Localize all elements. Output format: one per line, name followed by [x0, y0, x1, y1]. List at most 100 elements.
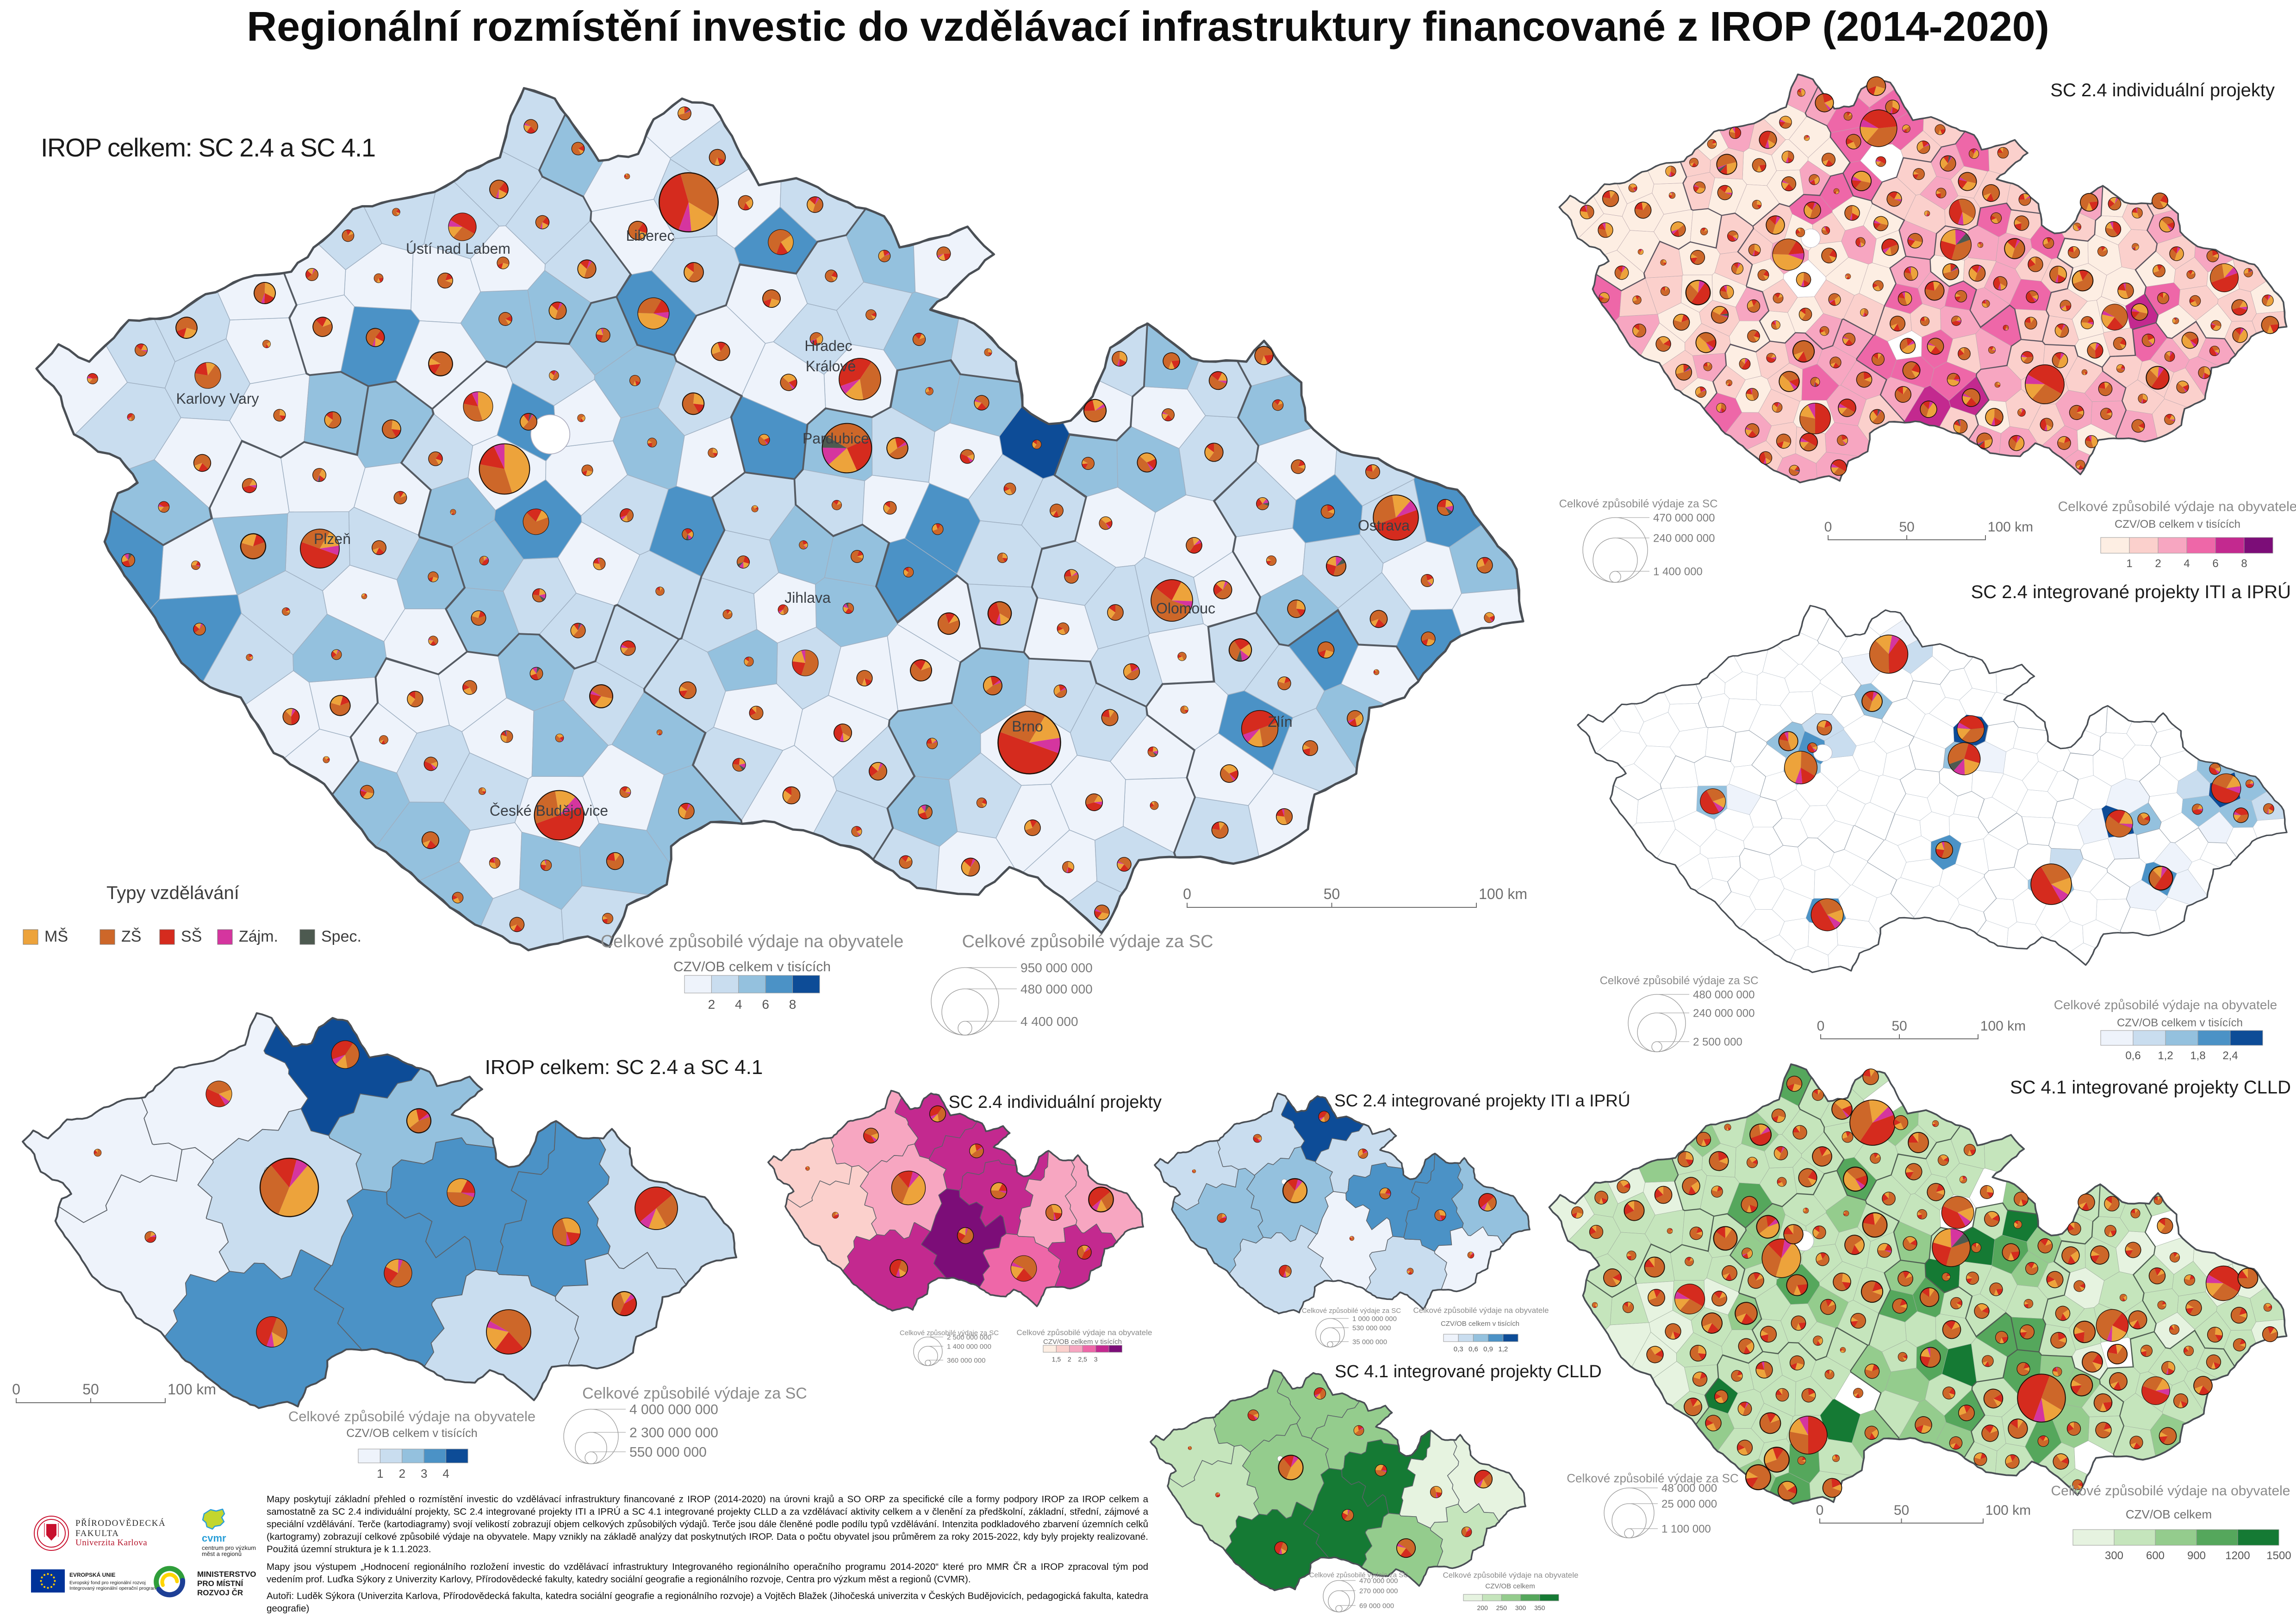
- svg-text:Liberec: Liberec: [626, 227, 675, 244]
- svg-text:ZŠ: ZŠ: [121, 928, 141, 945]
- svg-text:SC 4.1 integrované projekty CL: SC 4.1 integrované projekty CLLD: [2010, 1077, 2291, 1098]
- svg-text:240 000 000: 240 000 000: [1693, 1007, 1755, 1019]
- svg-text:PŘÍRODOVĚDECKÁ: PŘÍRODOVĚDECKÁ: [75, 1518, 166, 1528]
- svg-text:100 km: 100 km: [168, 1381, 216, 1398]
- svg-text:50: 50: [1899, 519, 1914, 535]
- svg-text:CZV/OB celkem v tisících: CZV/OB celkem v tisících: [2117, 1017, 2243, 1029]
- svg-text:2 300 000 000: 2 300 000 000: [629, 1425, 718, 1441]
- svg-text:měst a regionů: měst a regionů: [202, 1550, 242, 1557]
- svg-text:1: 1: [377, 1467, 383, 1480]
- svg-text:Celkové způsobilé výdaje za SC: Celkové způsobilé výdaje za SC: [582, 1385, 807, 1402]
- svg-text:2: 2: [2155, 557, 2161, 570]
- svg-text:IROP celkem: SC 2.4 a SC 4.1: IROP celkem: SC 2.4 a SC 4.1: [41, 133, 375, 162]
- svg-text:0,6: 0,6: [1468, 1345, 1478, 1353]
- svg-text:SC 2.4 integrované projekty IT: SC 2.4 integrované projekty ITI a IPRÚ: [1971, 581, 2291, 602]
- svg-text:1: 1: [2126, 557, 2132, 570]
- svg-text:Integrovaný regionální operačn: Integrovaný regionální operační program: [69, 1586, 157, 1591]
- svg-text:Pardubice: Pardubice: [803, 430, 869, 447]
- svg-text:270 000 000: 270 000 000: [1359, 1587, 1398, 1595]
- svg-text:Celkové způsobilé výdaje na ob: Celkové způsobilé výdaje na obyvatele: [2051, 1483, 2290, 1499]
- svg-text:200: 200: [1477, 1604, 1488, 1612]
- svg-text:CZV/OB celkem v tisících: CZV/OB celkem v tisících: [2115, 518, 2240, 531]
- svg-text:Celkové způsobilé výdaje na ob: Celkové způsobilé výdaje na obyvatele: [2054, 998, 2277, 1012]
- svg-text:8: 8: [2241, 557, 2247, 570]
- svg-text:Celkové způsobilé výdaje na ob: Celkové způsobilé výdaje na obyvatele: [601, 932, 904, 951]
- svg-text:2: 2: [708, 997, 716, 1012]
- svg-text:1,2: 1,2: [1498, 1345, 1508, 1353]
- svg-text:1,5: 1,5: [1052, 1355, 1061, 1363]
- svg-text:480 000 000: 480 000 000: [1693, 988, 1755, 1001]
- svg-text:Celkové způsobilé výdaje na ob: Celkové způsobilé výdaje na obyvatele: [1443, 1571, 1579, 1580]
- svg-text:Celkové způsobilé výdaje za SC: Celkové způsobilé výdaje za SC: [900, 1329, 999, 1337]
- svg-text:4: 4: [442, 1467, 449, 1480]
- svg-text:100 km: 100 km: [1985, 1503, 2031, 1518]
- svg-text:50: 50: [1894, 1503, 1909, 1518]
- svg-text:2,5: 2,5: [1078, 1355, 1087, 1363]
- svg-text:1 000 000 000: 1 000 000 000: [1352, 1315, 1397, 1323]
- svg-text:České Budějovice: České Budějovice: [490, 802, 608, 819]
- svg-text:Celkové způsobilé výdaje za SC: Celkové způsobilé výdaje za SC: [1309, 1571, 1408, 1579]
- svg-text:MINISTERSTVO: MINISTERSTVO: [197, 1570, 256, 1579]
- svg-text:2,4: 2,4: [2222, 1049, 2238, 1062]
- svg-text:Celkové způsobilé výdaje za SC: Celkové způsobilé výdaje za SC: [1600, 974, 1759, 987]
- svg-text:Brno: Brno: [1012, 718, 1043, 735]
- svg-text:Celkové způsobilé výdaje za SC: Celkové způsobilé výdaje za SC: [1567, 1471, 1738, 1485]
- svg-text:Celkové způsobilé výdaje na ob: Celkové způsobilé výdaje na obyvatele: [1413, 1306, 1549, 1315]
- svg-text:ROZVOJ ČR: ROZVOJ ČR: [197, 1588, 243, 1597]
- svg-text:50: 50: [1892, 1018, 1907, 1034]
- svg-text:1 100 000: 1 100 000: [1661, 1523, 1711, 1535]
- svg-text:100 km: 100 km: [1479, 886, 1527, 902]
- svg-text:900: 900: [2187, 1549, 2206, 1562]
- svg-text:SC 4.1 integrované projekty CL: SC 4.1 integrované projekty CLLD: [1335, 1362, 1602, 1381]
- svg-text:Evropský fond pro regionální r: Evropský fond pro regionální rozvoj: [69, 1580, 146, 1586]
- svg-text:4 400 000: 4 400 000: [1020, 1014, 1078, 1029]
- svg-text:530 000 000: 530 000 000: [1352, 1324, 1391, 1332]
- svg-text:CZV/OB celkem v tisících: CZV/OB celkem v tisících: [346, 1427, 477, 1440]
- svg-text:Celkové způsobilé výdaje za SC: Celkové způsobilé výdaje za SC: [962, 932, 1213, 951]
- svg-text:Celkové způsobilé výdaje za SC: Celkové způsobilé výdaje za SC: [1302, 1307, 1401, 1315]
- svg-text:IROP celkem: SC 2.4 a SC 4.1: IROP celkem: SC 2.4 a SC 4.1: [485, 1056, 763, 1079]
- svg-text:4 000 000 000: 4 000 000 000: [629, 1402, 718, 1418]
- svg-text:100 km: 100 km: [1988, 519, 2033, 535]
- svg-text:PRO MÍSTNÍ: PRO MÍSTNÍ: [197, 1579, 243, 1588]
- svg-text:Plzeň: Plzeň: [314, 531, 351, 547]
- svg-text:6: 6: [762, 997, 769, 1012]
- svg-text:1200: 1200: [2225, 1549, 2250, 1562]
- svg-text:950 000 000: 950 000 000: [1020, 961, 1093, 975]
- svg-text:Univerzita Karlova: Univerzita Karlova: [75, 1538, 147, 1548]
- svg-text:1500: 1500: [2266, 1549, 2291, 1562]
- svg-text:3: 3: [1094, 1355, 1098, 1363]
- svg-text:0: 0: [1817, 1018, 1825, 1034]
- svg-text:Typy vzdělávání: Typy vzdělávání: [106, 883, 239, 903]
- svg-text:50: 50: [1324, 886, 1340, 902]
- svg-text:50: 50: [82, 1381, 99, 1398]
- svg-text:centrum pro výzkum: centrum pro výzkum: [202, 1544, 256, 1551]
- svg-text:SC 2.4 integrované projekty IT: SC 2.4 integrované projekty ITI a IPRÚ: [1334, 1091, 1630, 1110]
- svg-text:470 000 000: 470 000 000: [1653, 512, 1715, 524]
- svg-text:25 000 000: 25 000 000: [1661, 1498, 1717, 1510]
- svg-text:CZV/OB celkem v tisících: CZV/OB celkem v tisících: [1043, 1338, 1122, 1346]
- svg-text:CZV/OB celkem v tisících: CZV/OB celkem v tisících: [1441, 1320, 1519, 1328]
- svg-text:Spec.: Spec.: [321, 928, 361, 945]
- svg-text:300: 300: [1515, 1604, 1526, 1612]
- svg-text:2: 2: [1068, 1355, 1071, 1363]
- svg-text:6: 6: [2212, 557, 2218, 570]
- svg-text:CZV/OB celkem: CZV/OB celkem: [1485, 1582, 1535, 1590]
- svg-text:600: 600: [2146, 1549, 2165, 1562]
- svg-text:cvmr: cvmr: [202, 1532, 226, 1544]
- svg-text:Zájm.: Zájm.: [239, 928, 278, 945]
- svg-text:1 400 000: 1 400 000: [1653, 565, 1703, 578]
- svg-text:0: 0: [1816, 1503, 1824, 1518]
- svg-text:Celkové způsobilé výdaje za SC: Celkové způsobilé výdaje za SC: [1559, 498, 1718, 510]
- svg-text:0: 0: [1824, 519, 1832, 535]
- svg-text:100 km: 100 km: [1980, 1018, 2026, 1034]
- svg-text:0: 0: [1183, 886, 1191, 902]
- svg-text:Celkové způsobilé výdaje na ob: Celkové způsobilé výdaje na obyvatele: [2058, 499, 2296, 514]
- svg-text:Ústí nad Labem: Ústí nad Labem: [406, 240, 510, 257]
- svg-text:240 000 000: 240 000 000: [1653, 532, 1715, 544]
- svg-text:48 000 000: 48 000 000: [1661, 1482, 1717, 1494]
- svg-text:CZV/OB celkem v tisících: CZV/OB celkem v tisících: [673, 959, 831, 974]
- svg-text:Králové: Králové: [806, 358, 856, 375]
- svg-text:2: 2: [399, 1467, 405, 1480]
- svg-text:1,8: 1,8: [2190, 1049, 2205, 1062]
